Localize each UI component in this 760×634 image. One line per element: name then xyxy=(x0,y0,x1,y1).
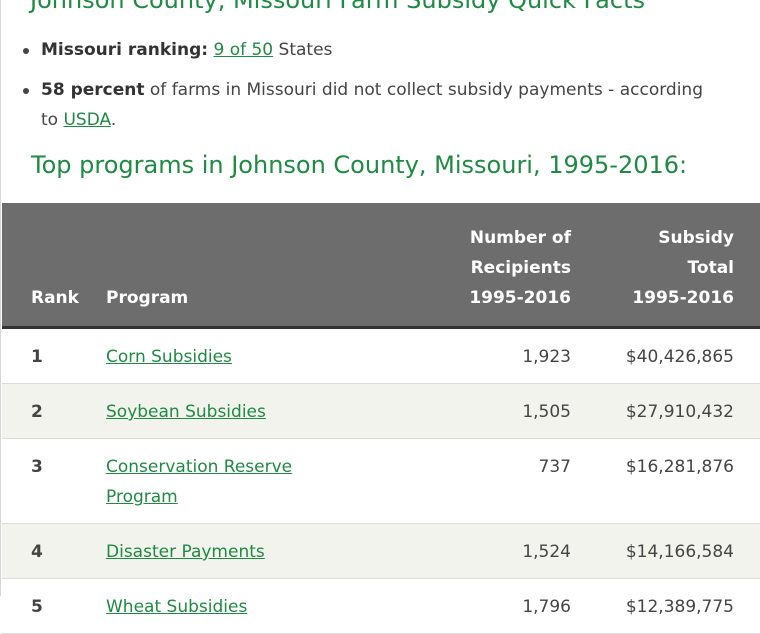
recipients-cell: 1,524 xyxy=(356,523,571,579)
recipients-cell: 737 xyxy=(356,438,571,524)
header-total-line: Subsidy xyxy=(658,228,734,248)
rank-cell: 4 xyxy=(2,523,106,579)
quick-facts-list: Missouri ranking: 9 of 50 States 58 perc… xyxy=(1,35,721,135)
table-row: 5 Wheat Subsidies 1,796 $12,389,775 xyxy=(2,578,760,634)
total-cell: $14,166,584 xyxy=(571,523,760,579)
recipients-cell: 1,505 xyxy=(356,383,571,439)
header-rank: Rank xyxy=(2,203,106,329)
total-cell: $16,281,876 xyxy=(571,438,760,524)
percent-text: of farms in Missouri did not collect sub… xyxy=(41,80,703,130)
table-header-row: Rank Program Number of Recipients 1995-2… xyxy=(2,203,760,329)
fact-percent: 58 percent of farms in Missouri did not … xyxy=(1,75,721,135)
table-row: 1 Corn Subsidies 1,923 $40,426,865 xyxy=(2,327,760,384)
rank-cell: 5 xyxy=(2,578,106,634)
ranking-link[interactable]: 9 of 50 xyxy=(213,40,274,60)
table-row: 2 Soybean Subsidies 1,505 $27,910,432 xyxy=(2,383,760,439)
header-total: Subsidy Total 1995-2016 xyxy=(571,203,760,329)
rank-cell: 3 xyxy=(2,438,106,524)
program-cell: Corn Subsidies xyxy=(106,327,356,384)
program-cell: Soybean Subsidies xyxy=(106,383,356,439)
header-program: Program xyxy=(106,203,356,329)
header-total-line: 1995-2016 xyxy=(632,288,734,308)
header-recipients-line: Number of xyxy=(469,228,571,248)
programs-table: Rank Program Number of Recipients 1995-2… xyxy=(2,203,760,634)
total-cell: $27,910,432 xyxy=(571,383,760,439)
program-link[interactable]: Disaster Payments xyxy=(106,542,265,562)
program-cell: Disaster Payments xyxy=(106,523,356,579)
program-link[interactable]: Wheat Subsidies xyxy=(106,597,248,617)
percent-value: 58 percent xyxy=(41,80,145,100)
header-recipients-line: Recipients xyxy=(470,258,571,278)
header-recipients: Number of Recipients 1995-2016 xyxy=(356,203,571,329)
ranking-label: Missouri ranking: xyxy=(41,40,209,60)
programs-title: Top programs in Johnson County, Missouri… xyxy=(31,151,688,179)
header-recipients-line: 1995-2016 xyxy=(469,288,571,308)
recipients-cell: 1,796 xyxy=(356,578,571,634)
quick-facts-title: Johnson County, Missouri Farm Subsidy Qu… xyxy=(30,0,645,14)
program-link[interactable]: Corn Subsidies xyxy=(106,347,232,367)
rank-cell: 2 xyxy=(2,383,106,439)
program-cell: Wheat Subsidies xyxy=(106,578,356,634)
rank-cell: 1 xyxy=(2,327,106,384)
program-cell: Conservation Reserve Program xyxy=(106,438,356,524)
recipients-cell: 1,923 xyxy=(356,327,571,384)
total-cell: $40,426,865 xyxy=(571,327,760,384)
table-row: 4 Disaster Payments 1,524 $14,166,584 xyxy=(2,523,760,579)
table-row: 3 Conservation Reserve Program 737 $16,2… xyxy=(2,438,760,524)
program-link[interactable]: Soybean Subsidies xyxy=(106,402,266,422)
ranking-suffix: States xyxy=(278,40,333,60)
percent-end: . xyxy=(110,110,117,130)
total-cell: $12,389,775 xyxy=(571,578,760,634)
program-link[interactable]: Conservation Reserve Program xyxy=(106,457,293,507)
header-total-line: Total xyxy=(687,258,734,278)
usda-link[interactable]: USDA xyxy=(63,110,111,130)
fact-ranking: Missouri ranking: 9 of 50 States xyxy=(1,35,721,65)
